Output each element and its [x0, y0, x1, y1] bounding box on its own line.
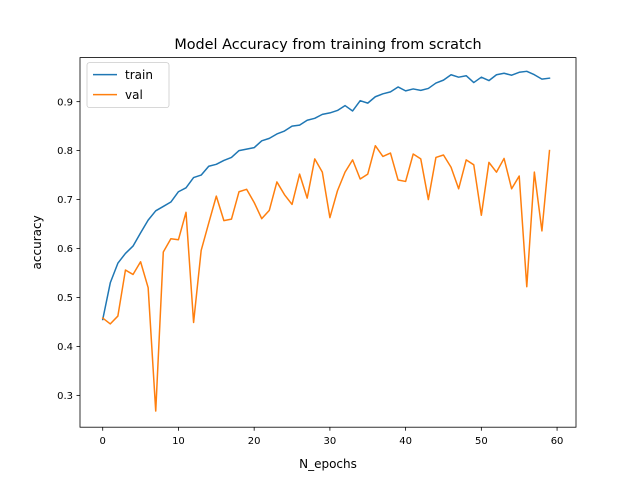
plot-frame	[79, 57, 577, 428]
y-tick-label: 0.9	[57, 97, 73, 108]
series-line-val	[101, 144, 551, 412]
y-tick-label: 0.3	[57, 391, 73, 402]
x-axis: 0 10 20 30 40 50 60	[100, 427, 564, 447]
x-axis-label: N_epochs	[299, 457, 357, 471]
y-tick-label: 0.7	[57, 195, 73, 206]
series-layer	[101, 70, 551, 412]
legend: train val	[86, 62, 170, 108]
legend-label-val: val	[125, 88, 143, 102]
x-tick-label: 30	[324, 436, 337, 447]
x-tick-label: 40	[399, 436, 412, 447]
chart-title: Model Accuracy from training from scratc…	[174, 37, 481, 53]
x-tick-label: 60	[551, 436, 564, 447]
x-tick-label: 50	[475, 436, 488, 447]
y-axis: 0.3 0.4 0.5 0.6 0.7 0.8 0.9	[57, 97, 80, 402]
y-tick-label: 0.4	[57, 342, 73, 353]
x-tick-label: 20	[248, 436, 261, 447]
y-tick-label: 0.5	[57, 293, 73, 304]
series-line-train	[101, 70, 551, 321]
y-axis-label: accuracy	[30, 215, 44, 269]
legend-label-train: train	[125, 68, 153, 82]
y-tick-label: 0.6	[57, 244, 73, 255]
x-tick-label: 0	[100, 436, 106, 447]
x-tick-label: 10	[172, 436, 185, 447]
y-tick-label: 0.8	[57, 146, 73, 157]
